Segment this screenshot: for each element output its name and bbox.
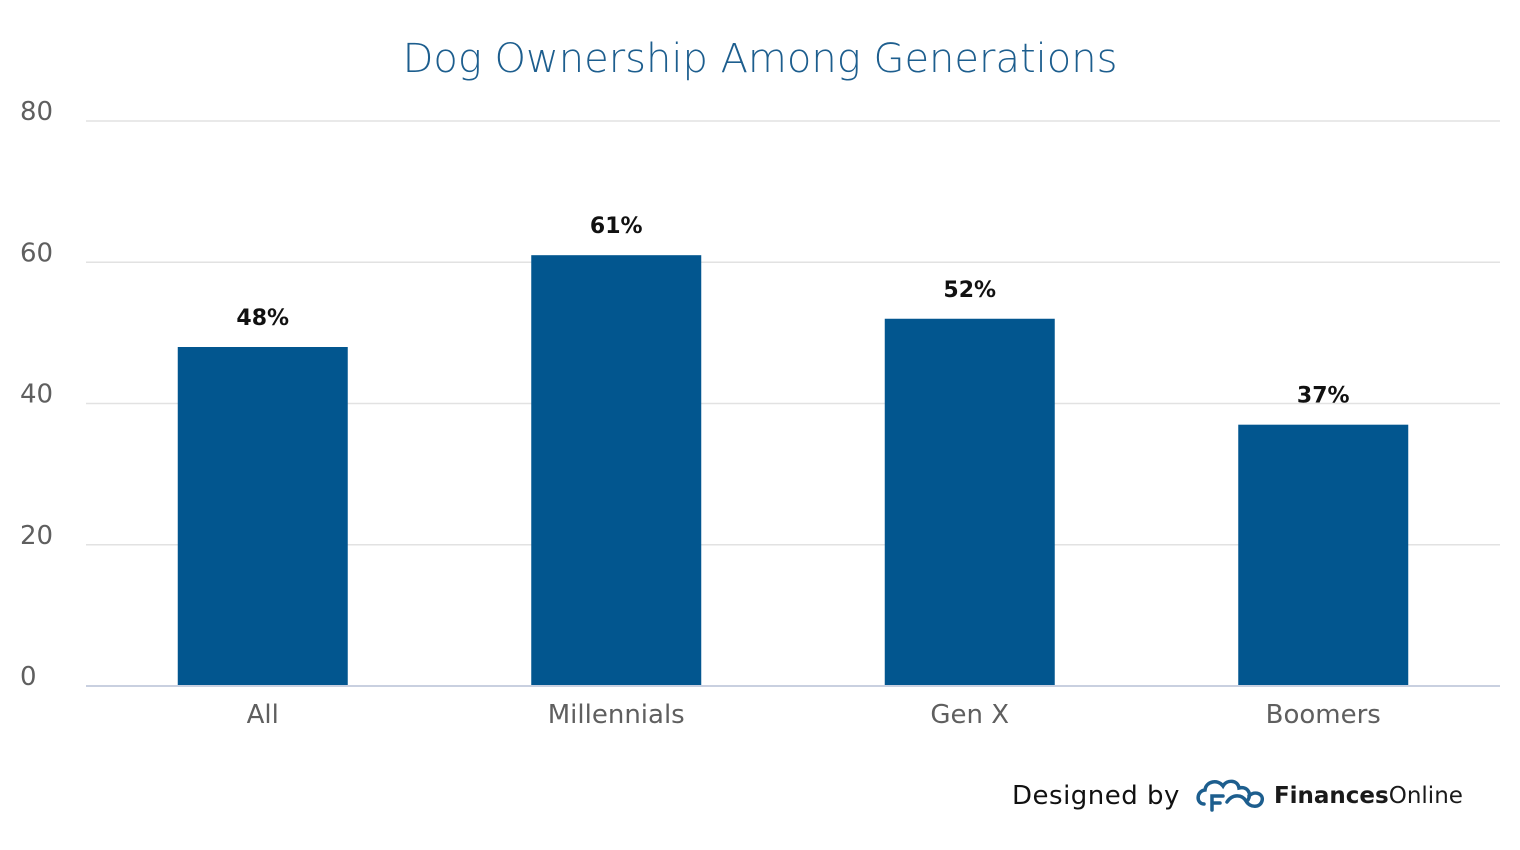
designed-by-text: Designed by <box>1012 781 1180 811</box>
x-tick-label: All <box>247 700 279 730</box>
cloud-f-logo-icon <box>1194 774 1266 818</box>
brand-name: FinancesOnline <box>1274 783 1463 809</box>
x-axis-ticks: All Millennials Gen X Boomers <box>247 700 1381 730</box>
y-tick-label: 20 <box>20 521 53 551</box>
x-tick-label: Gen X <box>930 700 1009 730</box>
bars <box>177 255 1409 686</box>
designed-by-credit: Designed by FinancesOnline <box>1012 774 1463 818</box>
y-axis-ticks: 0 20 40 60 80 <box>20 97 53 692</box>
bar-millennials <box>531 255 702 686</box>
brand-name-bold: Finances <box>1273 783 1389 809</box>
bar-chart: Dog Ownership Among Generations 0 20 40 60 8… <box>20 36 1500 730</box>
bar-all <box>177 347 348 686</box>
data-label: 61% <box>590 214 643 239</box>
data-label: 37% <box>1297 384 1350 409</box>
data-label: 48% <box>236 306 289 331</box>
y-tick-label: 60 <box>20 238 53 268</box>
brand-name-light: Online <box>1388 783 1463 809</box>
chart-title: Dog Ownership Among Generations <box>403 36 1118 82</box>
data-labels: 48% 61% 52% 37% <box>236 214 1349 409</box>
y-tick-label: 0 <box>20 662 37 692</box>
x-tick-label: Millennials <box>548 700 685 730</box>
bar-gen-x <box>884 318 1055 686</box>
x-tick-label: Boomers <box>1266 700 1381 730</box>
y-tick-label: 80 <box>20 97 53 127</box>
data-label: 52% <box>943 278 996 303</box>
bar-boomers <box>1238 424 1409 686</box>
y-tick-label: 40 <box>20 380 53 410</box>
